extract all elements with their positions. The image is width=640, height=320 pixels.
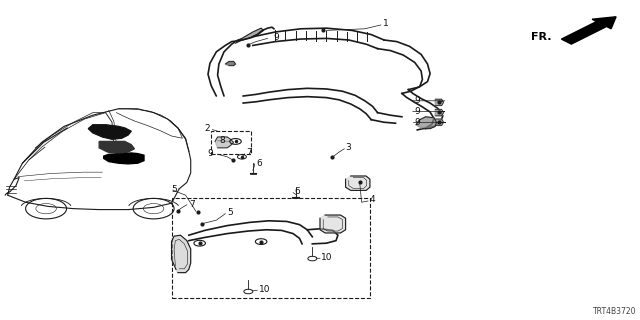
Text: TRT4B3720: TRT4B3720 xyxy=(593,308,637,316)
Text: 10: 10 xyxy=(321,253,333,262)
Bar xyxy=(211,131,251,154)
Polygon shape xyxy=(225,61,236,66)
Text: 9: 9 xyxy=(274,33,279,42)
Bar xyxy=(172,198,370,298)
Polygon shape xyxy=(435,119,444,125)
Text: 9: 9 xyxy=(415,118,420,127)
Polygon shape xyxy=(99,141,134,154)
Text: 7: 7 xyxy=(246,148,252,157)
Polygon shape xyxy=(215,137,234,148)
Polygon shape xyxy=(435,99,444,106)
Text: 8: 8 xyxy=(219,136,225,145)
Text: 5: 5 xyxy=(227,208,233,217)
Polygon shape xyxy=(435,109,444,116)
FancyArrow shape xyxy=(561,17,616,44)
Text: 9: 9 xyxy=(415,107,420,116)
Circle shape xyxy=(194,240,205,246)
Polygon shape xyxy=(236,28,264,43)
Text: 9: 9 xyxy=(207,149,212,158)
Text: 6: 6 xyxy=(256,159,262,168)
Text: 10: 10 xyxy=(259,285,271,294)
Polygon shape xyxy=(104,153,144,164)
Polygon shape xyxy=(29,113,106,160)
Text: 2: 2 xyxy=(205,124,211,133)
Circle shape xyxy=(308,256,317,261)
Circle shape xyxy=(244,289,253,294)
Polygon shape xyxy=(346,176,370,190)
Text: 4: 4 xyxy=(370,196,376,204)
Text: 9: 9 xyxy=(415,96,420,105)
Text: 6: 6 xyxy=(294,188,300,196)
Text: 3: 3 xyxy=(346,143,351,152)
Circle shape xyxy=(255,239,267,244)
Text: 7: 7 xyxy=(189,200,195,209)
Polygon shape xyxy=(172,235,191,273)
Polygon shape xyxy=(88,125,131,139)
Text: 5: 5 xyxy=(172,185,177,194)
Polygon shape xyxy=(416,117,436,129)
Text: 1: 1 xyxy=(383,20,388,28)
Text: FR.: FR. xyxy=(531,32,552,42)
Polygon shape xyxy=(320,215,346,233)
